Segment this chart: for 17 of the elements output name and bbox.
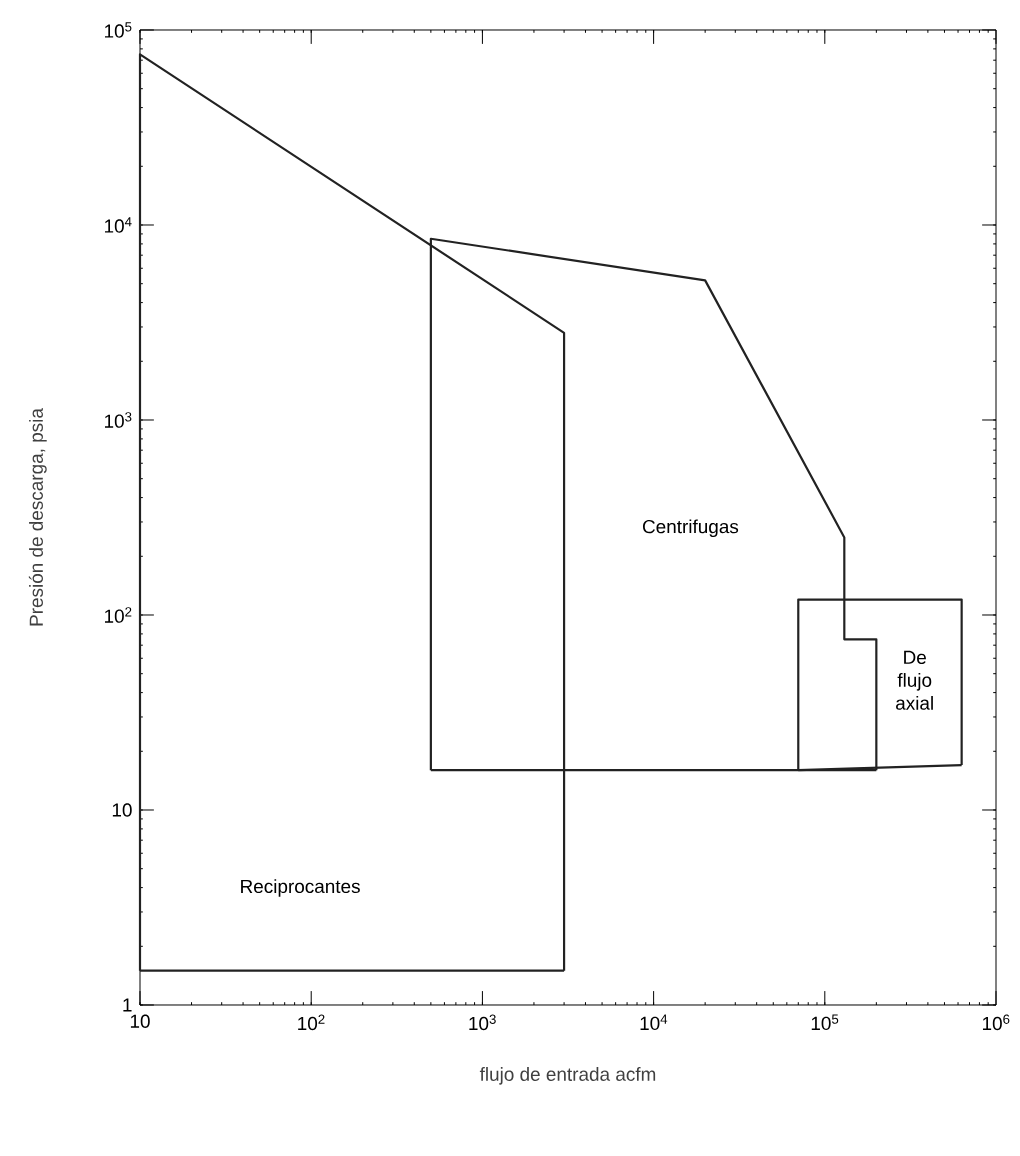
y-tick-label: 10$^{3}$ (105, 412, 132, 428)
y-tick-label: 10 (112, 803, 132, 817)
y-tick-label: 10$^{4}$ (105, 217, 132, 233)
annotation: Reciprocantes (241, 879, 360, 897)
y-tick-label: 10$^{2}$ (105, 607, 132, 623)
x-tick-label: 10$^{2}$ (298, 1014, 325, 1031)
x-tick-label: 10$^{6}$ (982, 1014, 1010, 1031)
y-axis-title: Presión de descarga, psia (28, 408, 47, 626)
x-tick-label: 10$^{5}$ (811, 1014, 839, 1031)
x-axis-title: flujo de entrada acfm (479, 1067, 656, 1085)
annotation: De flujo axial (896, 650, 933, 710)
y-tick-label: 1 (123, 998, 132, 1012)
x-tick-label: 10$^{4}$ (640, 1014, 668, 1031)
annotation: Centrifugas (642, 519, 739, 538)
x-tick-label: 10 (130, 1014, 150, 1028)
x-tick-label: 10$^{3}$ (469, 1014, 496, 1031)
y-tick-label: 10$^{5}$ (105, 22, 132, 38)
